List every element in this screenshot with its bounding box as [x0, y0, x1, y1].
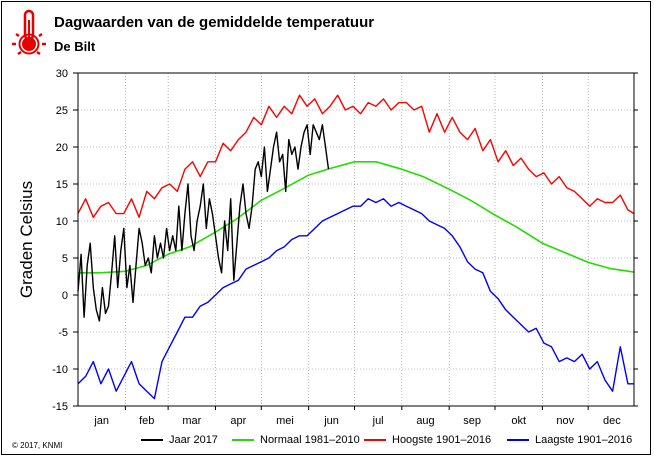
y-tick-label: 5 — [62, 253, 68, 265]
legend-label: Hoogste 1901–2016 — [392, 434, 492, 446]
legend-label: Normaal 1981–2010 — [260, 434, 360, 446]
x-tick-label-aug: aug — [416, 415, 434, 427]
x-tick-label-apr: apr — [230, 415, 246, 427]
legend-swatch — [232, 439, 254, 441]
y-axis-ticks: -15 -10 -5 0 5 10 15 20 25 30 — [52, 68, 638, 413]
legend-item-normaal: Normaal 1981–2010 — [232, 434, 360, 446]
y-tick-label: 15 — [56, 179, 68, 191]
x-tick-label-nov: nov — [556, 415, 574, 427]
y-tick-label: 30 — [56, 68, 68, 80]
copyright: © 2017, KNMI — [12, 441, 63, 450]
y-tick-label: -15 — [52, 401, 68, 413]
x-tick-label-feb: feb — [139, 415, 154, 427]
legend-swatch — [141, 439, 163, 441]
x-axis-ticks: jan feb mar apr mei jun jul aug sep okt nov dec — [93, 406, 621, 427]
y-tick-label: 0 — [62, 290, 68, 302]
y-tick-label: -5 — [58, 327, 68, 339]
series-line-normaal — [78, 161, 635, 274]
legend-item-jaar: Jaar 2017 — [141, 434, 218, 446]
series-line-jaar — [77, 124, 330, 322]
y-axis-label: Graden Celsius — [17, 181, 36, 298]
legend-swatch — [364, 439, 386, 441]
chart-subtitle: De Bilt — [54, 39, 96, 54]
x-tick-label-sep: sep — [463, 415, 481, 427]
legend-label: Laagste 1901–2016 — [535, 434, 633, 446]
thermometer-icon — [12, 9, 46, 56]
series-line-laagste — [77, 198, 634, 400]
x-tick-label-jun: jun — [323, 415, 339, 427]
x-tick-label-mar: mar — [182, 415, 201, 427]
x-tick-label-okt: okt — [511, 415, 526, 427]
y-tick-label: 20 — [56, 142, 68, 154]
series-lines — [77, 94, 635, 400]
chart-title: Dagwaarden van de gemiddelde temperatuur — [54, 14, 375, 31]
legend-item-hoogste: Hoogste 1901–2016 — [364, 434, 491, 446]
y-tick-label: -10 — [52, 364, 68, 376]
x-tick-label-mei: mei — [276, 415, 294, 427]
x-tick-label-dec: dec — [603, 415, 621, 427]
legend-swatch — [507, 439, 529, 441]
legend-item-laagste: Laagste 1901–2016 — [507, 434, 632, 446]
y-tick-label: 25 — [56, 105, 68, 117]
x-tick-label-jul: jul — [372, 415, 384, 427]
grid — [78, 73, 634, 406]
series-line-hoogste — [77, 94, 635, 219]
y-tick-label: 10 — [56, 216, 68, 228]
legend-label: Jaar 2017 — [169, 434, 218, 446]
plot-border — [77, 72, 635, 407]
x-tick-label-jan: jan — [93, 415, 109, 427]
